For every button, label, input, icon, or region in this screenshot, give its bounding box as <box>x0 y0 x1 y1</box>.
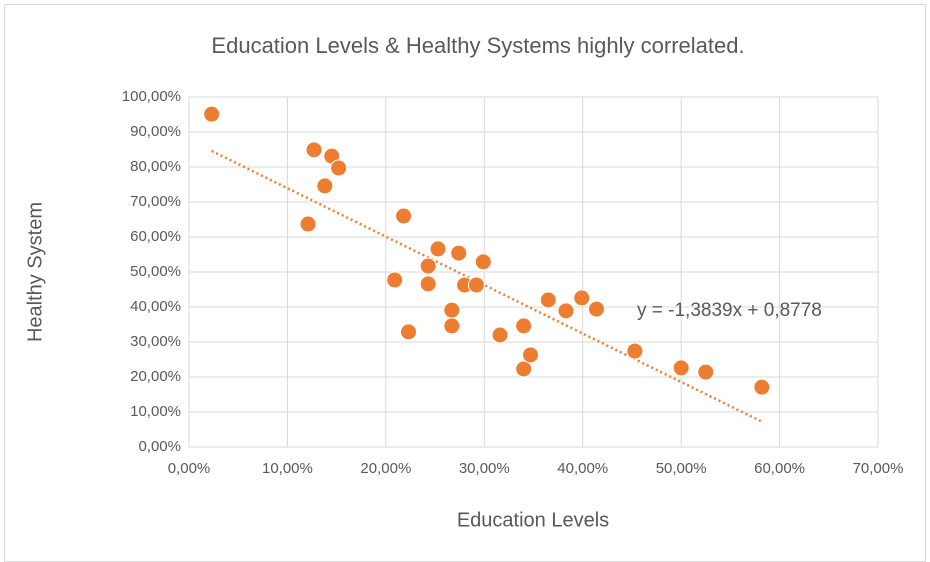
y-tick-label: 0,00% <box>138 438 181 455</box>
y-tick-label: 80,00% <box>130 158 181 175</box>
data-point <box>515 317 533 335</box>
data-point <box>443 301 461 319</box>
x-axis-label: Education Levels <box>457 509 609 531</box>
data-point <box>522 346 540 364</box>
data-point <box>515 360 533 378</box>
chart-title: Education Levels & Healthy Systems highl… <box>211 33 744 58</box>
x-tick-label: 50,00% <box>656 460 707 477</box>
y-tick-label: 60,00% <box>130 228 181 245</box>
data-point <box>305 141 323 159</box>
x-tick-label: 10,00% <box>262 460 313 477</box>
x-tick-label: 30,00% <box>459 460 510 477</box>
data-point <box>419 257 437 275</box>
data-point <box>557 302 575 320</box>
x-tick-label: 70,00% <box>853 460 904 477</box>
data-point <box>330 159 348 177</box>
data-point <box>474 253 492 271</box>
x-tick-label: 60,00% <box>754 460 805 477</box>
y-tick-label: 90,00% <box>130 123 181 140</box>
y-tick-label: 70,00% <box>130 193 181 210</box>
data-point <box>450 244 468 262</box>
y-tick-label: 10,00% <box>130 403 181 420</box>
data-point <box>429 240 447 258</box>
y-tick-label: 30,00% <box>130 333 181 350</box>
y-tick-label: 50,00% <box>130 263 181 280</box>
data-point <box>626 342 644 360</box>
x-tick-label: 40,00% <box>557 460 608 477</box>
x-tick-label: 20,00% <box>360 460 411 477</box>
data-point <box>672 359 690 377</box>
data-point <box>539 291 557 309</box>
data-point <box>395 207 413 225</box>
y-tick-label: 100,00% <box>122 88 181 105</box>
data-point <box>203 105 221 123</box>
data-point <box>386 271 404 289</box>
data-point <box>467 276 485 294</box>
y-tick-label: 20,00% <box>130 368 181 385</box>
y-axis-label: Healthy System <box>24 202 46 342</box>
data-point <box>419 275 437 293</box>
data-point <box>587 300 605 318</box>
x-tick-label: 0,00% <box>168 460 211 477</box>
data-point <box>299 215 317 233</box>
y-tick-label: 40,00% <box>130 298 181 315</box>
data-point <box>753 378 771 396</box>
data-point <box>491 326 509 344</box>
trendline <box>211 149 763 423</box>
data-point <box>573 289 591 307</box>
trendline-equation: y = -1,3839x + 0,8778 <box>637 300 822 321</box>
data-point <box>399 323 417 341</box>
data-point <box>697 363 715 381</box>
data-point <box>443 317 461 335</box>
data-point <box>316 177 334 195</box>
